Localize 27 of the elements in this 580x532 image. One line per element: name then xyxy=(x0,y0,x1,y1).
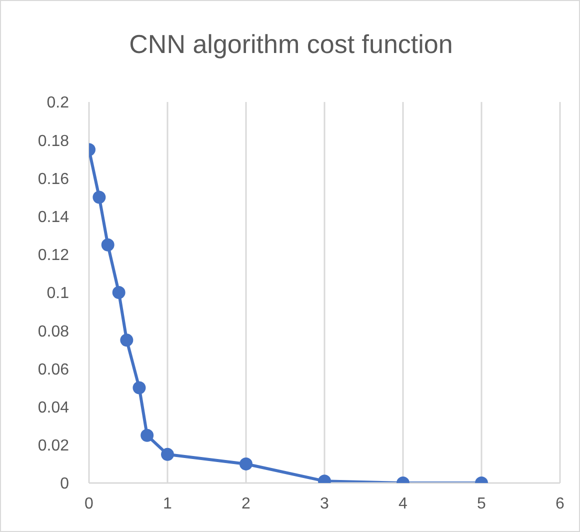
x-tick-label: 3 xyxy=(320,495,330,512)
y-tick-label: 0.08 xyxy=(38,323,70,340)
x-tick-label: 6 xyxy=(556,495,565,512)
x-tick-label: 1 xyxy=(163,495,172,512)
point xyxy=(161,448,174,461)
point xyxy=(92,190,106,204)
y-tick-label: 0.06 xyxy=(38,361,70,378)
y-tick-label: 0.12 xyxy=(38,247,70,264)
point xyxy=(132,381,146,394)
point xyxy=(120,334,134,347)
y-tick-label: 0.18 xyxy=(38,132,70,150)
point xyxy=(112,286,126,299)
point xyxy=(140,428,154,442)
y-tick-label: 0.14 xyxy=(38,208,70,226)
y-tick-label: 0.2 xyxy=(46,94,70,112)
y-tick-label: 0.1 xyxy=(46,285,70,302)
chart-title: CNN algorithm cost function xyxy=(128,29,454,60)
y-tick-label: 0.16 xyxy=(38,170,70,188)
x-tick-label: 2 xyxy=(242,495,251,512)
y-tick-label: 0 xyxy=(60,476,70,493)
x-tick-label: 4 xyxy=(398,495,408,512)
x-tick-label: 5 xyxy=(477,495,486,512)
point xyxy=(240,457,252,470)
y-tick-label: 0.02 xyxy=(38,438,70,455)
x-tick-label: 0 xyxy=(84,495,94,512)
point xyxy=(101,238,114,252)
y-tick-label: 0.04 xyxy=(38,399,70,416)
